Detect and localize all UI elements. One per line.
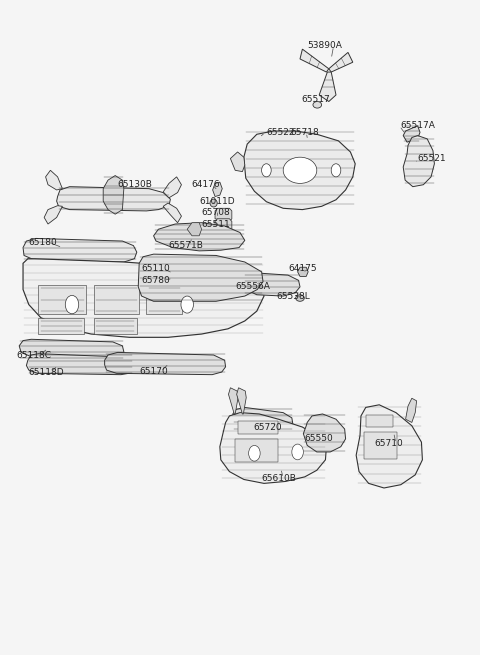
Polygon shape — [406, 398, 417, 422]
Polygon shape — [237, 388, 246, 414]
Text: 65521: 65521 — [418, 154, 446, 163]
Circle shape — [331, 164, 341, 177]
Polygon shape — [187, 223, 202, 236]
Polygon shape — [57, 187, 170, 211]
Text: 65517: 65517 — [301, 95, 330, 104]
Polygon shape — [215, 208, 232, 221]
Text: 61011D: 61011D — [199, 196, 235, 206]
Polygon shape — [244, 273, 300, 296]
Text: 65718: 65718 — [290, 128, 319, 137]
Circle shape — [65, 295, 79, 314]
Polygon shape — [356, 405, 422, 488]
Circle shape — [181, 296, 193, 313]
Text: 65118C: 65118C — [17, 350, 52, 360]
Text: 65556A: 65556A — [235, 282, 270, 291]
Polygon shape — [44, 206, 62, 224]
Text: 65130B: 65130B — [118, 180, 153, 189]
Text: 65517A: 65517A — [401, 121, 436, 130]
Ellipse shape — [296, 295, 304, 301]
Text: 65110: 65110 — [142, 264, 170, 273]
Polygon shape — [138, 254, 263, 301]
Polygon shape — [94, 318, 137, 334]
Polygon shape — [154, 223, 245, 251]
Text: 65511: 65511 — [202, 219, 230, 229]
Polygon shape — [220, 413, 326, 483]
Polygon shape — [38, 285, 86, 314]
Polygon shape — [163, 177, 181, 198]
Text: 65780: 65780 — [142, 276, 170, 285]
Polygon shape — [163, 203, 181, 223]
Polygon shape — [303, 414, 346, 452]
Ellipse shape — [283, 157, 317, 183]
Polygon shape — [23, 259, 264, 337]
Polygon shape — [235, 439, 278, 462]
Polygon shape — [329, 52, 353, 72]
Text: 65522: 65522 — [266, 128, 295, 137]
Text: 65118D: 65118D — [29, 367, 64, 377]
Polygon shape — [26, 354, 133, 375]
Polygon shape — [230, 152, 245, 172]
Polygon shape — [403, 136, 434, 187]
Circle shape — [249, 445, 260, 461]
Text: 64175: 64175 — [288, 264, 317, 273]
Circle shape — [262, 164, 271, 177]
Polygon shape — [298, 267, 308, 276]
Polygon shape — [105, 352, 226, 375]
Polygon shape — [403, 126, 420, 142]
Polygon shape — [233, 407, 293, 431]
Polygon shape — [238, 421, 278, 434]
Polygon shape — [244, 131, 355, 210]
Polygon shape — [300, 49, 329, 72]
Polygon shape — [19, 339, 124, 359]
Text: 65180: 65180 — [29, 238, 58, 247]
Polygon shape — [46, 170, 62, 190]
Polygon shape — [228, 388, 238, 414]
Ellipse shape — [313, 102, 322, 108]
Polygon shape — [319, 72, 336, 102]
Text: 65710: 65710 — [374, 439, 403, 448]
Text: 65170: 65170 — [139, 367, 168, 376]
Text: 65610B: 65610B — [262, 474, 297, 483]
Polygon shape — [364, 432, 397, 458]
Text: 65538L: 65538L — [276, 291, 310, 301]
Ellipse shape — [210, 199, 217, 207]
Polygon shape — [213, 182, 222, 196]
Polygon shape — [23, 238, 137, 262]
Text: 65708: 65708 — [202, 208, 230, 217]
Text: 65571B: 65571B — [168, 241, 203, 250]
Polygon shape — [103, 176, 124, 214]
Polygon shape — [366, 415, 393, 427]
Circle shape — [292, 444, 303, 460]
Text: 64176: 64176 — [191, 180, 220, 189]
Text: 53890A: 53890A — [307, 41, 342, 50]
Text: 65550: 65550 — [305, 434, 334, 443]
Text: 65720: 65720 — [253, 422, 282, 432]
Polygon shape — [146, 285, 182, 314]
Polygon shape — [38, 318, 84, 334]
Polygon shape — [215, 219, 232, 232]
Polygon shape — [94, 285, 139, 314]
